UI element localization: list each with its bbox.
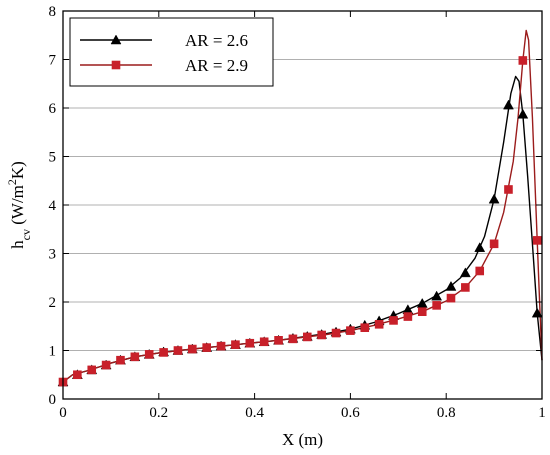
data-point-series-2 [173, 346, 183, 355]
axis-ticks: 0 0.2 0.4 0.6 0.8 1 0 1 2 3 4 5 6 7 8 [49, 4, 546, 421]
y-tick-label: 2 [49, 295, 57, 311]
y-tick-label: 4 [49, 198, 57, 214]
data-point-series-2 [331, 328, 341, 338]
data-point-series-2 [317, 330, 326, 340]
y-tick-label: 0 [49, 392, 57, 408]
legend-entries: AR = 2.6 AR = 2.9 [80, 31, 248, 75]
data-point-series-2 [489, 239, 499, 249]
data-point-series-2 [159, 348, 168, 357]
x-tick-label: 0.4 [245, 405, 264, 421]
data-point-series-2 [518, 56, 528, 65]
y-axis-title-superscript: 2 [5, 179, 19, 185]
data-point-series-2 [346, 326, 355, 335]
legend-label: AR = 2.9 [185, 56, 248, 75]
x-tick-label: 0.6 [341, 405, 360, 421]
legend-marker [111, 60, 121, 70]
y-axis-title: hcv (W/m2K) [5, 161, 33, 249]
data-point-series-2 [374, 320, 384, 329]
data-point-series-2 [417, 307, 427, 317]
data-point-series-2 [274, 336, 283, 345]
data-point-series-2 [389, 316, 398, 325]
data-point-series-2 [302, 332, 312, 342]
series-markers [57, 56, 543, 387]
data-point-series-1 [503, 99, 514, 110]
data-point-series-2 [130, 352, 140, 362]
x-tick-label: 0 [59, 405, 67, 421]
y-tick-label: 1 [49, 344, 57, 360]
legend-item-1: AR = 2.6 [80, 31, 248, 50]
data-point-series-2 [87, 365, 97, 375]
data-point-series-2 [504, 185, 513, 194]
x-tick-label: 0.8 [437, 405, 456, 421]
data-point-series-2 [360, 323, 370, 333]
data-point-series-2 [245, 338, 255, 348]
legend-marker [110, 34, 122, 45]
data-point-series-2 [116, 355, 125, 365]
data-point-series-2 [188, 344, 197, 354]
data-point-series-2 [231, 340, 240, 349]
y-tick-label: 5 [49, 150, 57, 166]
data-point-series-1 [474, 242, 486, 252]
data-point-series-2 [432, 301, 441, 310]
y-axis-title-unit-close: K) [8, 161, 27, 179]
data-point-series-2 [259, 337, 269, 347]
data-point-series-2 [403, 312, 413, 321]
data-point-series-1 [445, 280, 457, 291]
data-point-series-2 [532, 236, 542, 245]
x-tick-label: 0.2 [149, 405, 168, 421]
legend-label: AR = 2.6 [185, 31, 248, 50]
y-axis-title-main: h [8, 240, 27, 249]
data-point-series-1 [459, 267, 471, 278]
y-tick-label: 7 [49, 53, 57, 69]
data-point-series-1 [531, 307, 543, 318]
x-tick-label: 1 [538, 405, 546, 421]
data-point-series-1 [431, 290, 443, 301]
data-point-series-2 [101, 360, 111, 370]
series-line-1 [62, 75, 543, 383]
y-axis-title-subscript: cv [19, 229, 33, 240]
x-axis-title: X (m) [282, 430, 323, 449]
data-point-series-2 [202, 343, 211, 352]
legend: AR = 2.6 AR = 2.9 [69, 17, 274, 87]
data-point-series-2 [73, 370, 82, 380]
data-point-series-2 [288, 334, 298, 344]
legend-item-2: AR = 2.9 [80, 56, 248, 75]
y-tick-label: 8 [49, 4, 57, 20]
data-point-series-2 [216, 341, 226, 351]
y-tick-label: 3 [49, 247, 57, 263]
data-point-series-2 [446, 293, 456, 303]
data-point-series-1 [416, 297, 428, 308]
data-point-series-2 [475, 266, 485, 276]
data-point-series-2 [461, 283, 470, 292]
data-point-series-1 [517, 108, 529, 119]
data-point-series-1 [488, 193, 500, 204]
grid-lines [63, 59, 542, 351]
data-point-series-2 [144, 350, 154, 359]
y-axis-title-unit: (W/m [8, 185, 27, 229]
y-tick-label: 6 [49, 101, 57, 117]
legend-box [69, 17, 274, 87]
